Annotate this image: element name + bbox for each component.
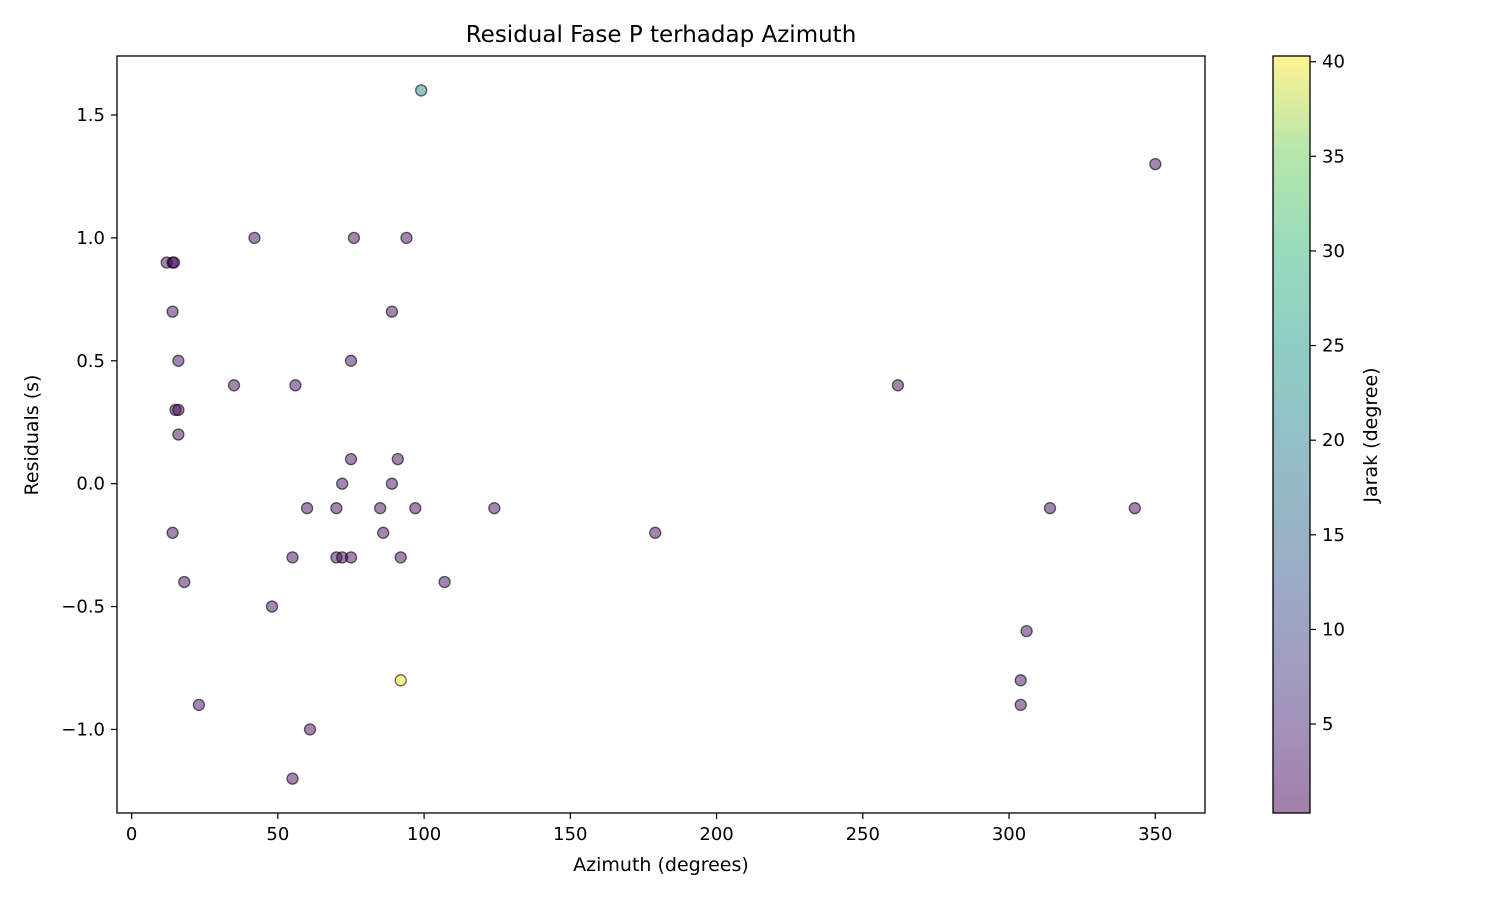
data-point <box>347 231 361 245</box>
colorbar-tick-label: 10 <box>1322 619 1345 640</box>
data-point <box>303 723 317 736</box>
y-tick-label: 1.5 <box>76 105 105 126</box>
colorbar-tick-label: 35 <box>1322 146 1345 167</box>
data-point <box>438 575 451 589</box>
data-point <box>649 526 662 539</box>
data-point <box>330 502 343 515</box>
x-axis: 0 50 100 150 200 250 300 350 <box>126 813 1172 845</box>
data-point <box>385 477 399 490</box>
colorbar: 5 10 15 20 25 30 35 40 Jarak (degree) <box>1272 52 1382 814</box>
data-point <box>192 698 206 712</box>
data-point <box>178 575 191 589</box>
data-point <box>300 502 314 515</box>
colorbar-frame <box>1272 55 1311 814</box>
x-axis-label: Azimuth (degrees) <box>573 854 749 876</box>
data-point <box>415 84 428 97</box>
y-axis-label: Residuals (s) <box>21 375 43 496</box>
y-tick-label: 1.0 <box>76 228 105 249</box>
x-tick-label: 300 <box>992 824 1026 845</box>
data-point <box>289 379 302 392</box>
data-point <box>391 452 404 466</box>
data-point <box>286 551 299 564</box>
plot-area <box>116 55 1206 814</box>
x-tick-label: 200 <box>699 824 733 845</box>
colorbar-label: Jarak (degree) <box>1360 367 1382 503</box>
colorbar-tick-label: 25 <box>1322 336 1345 357</box>
colorbar-tick-label: 5 <box>1322 714 1333 735</box>
data-point <box>265 600 279 613</box>
data-point <box>394 674 407 687</box>
y-tick-label: 0.5 <box>76 351 105 372</box>
colorbar-tick-label: 15 <box>1322 525 1345 546</box>
data-point <box>1128 502 1141 515</box>
colorbar-tick-label: 30 <box>1322 241 1345 262</box>
data-point <box>172 428 185 441</box>
data-point <box>377 526 390 539</box>
x-tick-label: 50 <box>266 824 289 845</box>
x-tick-label: 250 <box>846 824 880 845</box>
x-tick-label: 150 <box>553 824 587 845</box>
y-tick-label: 0.0 <box>76 474 105 495</box>
data-point <box>248 231 261 245</box>
data-point <box>891 379 905 392</box>
data-points <box>160 84 1162 785</box>
colorbar-gradient <box>1273 56 1310 813</box>
data-point <box>394 551 407 564</box>
colorbar-ticks: 5 10 15 20 25 30 35 40 <box>1310 52 1345 735</box>
data-point <box>336 477 349 490</box>
data-point <box>344 551 358 564</box>
chart-title: Residual Fase P terhadap Azimuth <box>466 22 857 48</box>
data-point <box>1043 502 1057 515</box>
data-point <box>409 502 422 515</box>
data-point <box>1020 624 1033 638</box>
data-point <box>385 305 399 318</box>
colorbar-tick-label: 20 <box>1322 430 1345 451</box>
data-point <box>344 354 358 367</box>
y-tick-label: −0.5 <box>61 597 105 618</box>
data-point <box>488 502 501 515</box>
data-point <box>374 502 387 515</box>
data-point <box>344 452 358 466</box>
y-axis: −1.0 −0.5 0.0 0.5 1.0 1.5 <box>61 105 117 740</box>
data-point <box>166 305 179 318</box>
data-point <box>167 256 181 269</box>
data-point <box>1014 698 1027 712</box>
x-tick-label: 100 <box>407 824 441 845</box>
data-point <box>1014 674 1027 687</box>
data-point <box>227 379 241 392</box>
data-point <box>1149 157 1162 171</box>
data-point <box>166 526 179 539</box>
y-tick-label: −1.0 <box>61 719 105 740</box>
x-tick-label: 350 <box>1138 824 1172 845</box>
x-tick-label: 0 <box>126 824 137 845</box>
plot-frame <box>116 55 1206 814</box>
colorbar-tick-label: 40 <box>1322 52 1345 73</box>
data-point <box>400 231 413 245</box>
data-point <box>172 354 185 367</box>
data-point <box>172 403 185 417</box>
data-point <box>286 772 299 785</box>
